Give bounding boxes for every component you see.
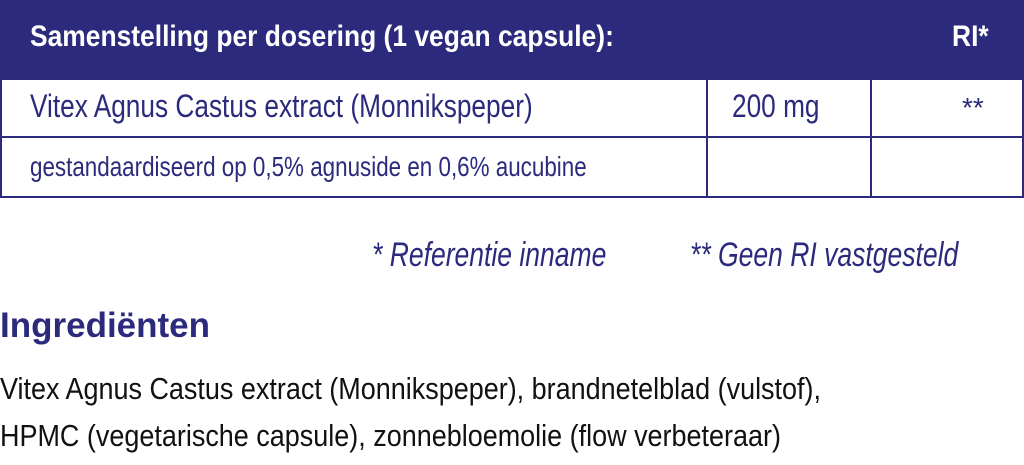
header-cell: Samenstelling per dosering (1 vegan caps…: [30, 20, 614, 53]
footnote: ** Geen RI vastgesteld: [690, 236, 959, 274]
table-cell: [870, 136, 1024, 198]
ri-value: **: [962, 92, 984, 123]
table-cell: [870, 78, 1024, 138]
ingredient-name: Vitex Agnus Castus extract (Monnikspeper…: [30, 88, 533, 124]
table-header: [0, 0, 1024, 80]
section-title: Ingrediënten: [0, 306, 211, 345]
footnote: * Referentie inname: [372, 236, 607, 274]
dose: 200 mg: [732, 88, 820, 124]
ingredients-line: HPMC (vegetarische capsule), zonnebloemo…: [0, 418, 781, 453]
table-cell: [706, 136, 872, 198]
ingredient-note: gestandaardiseerd op 0,5% agnuside en 0,…: [30, 151, 587, 182]
header-cell: RI*: [952, 20, 989, 53]
ingredients-line: Vitex Agnus Castus extract (Monnikspeper…: [0, 371, 822, 406]
